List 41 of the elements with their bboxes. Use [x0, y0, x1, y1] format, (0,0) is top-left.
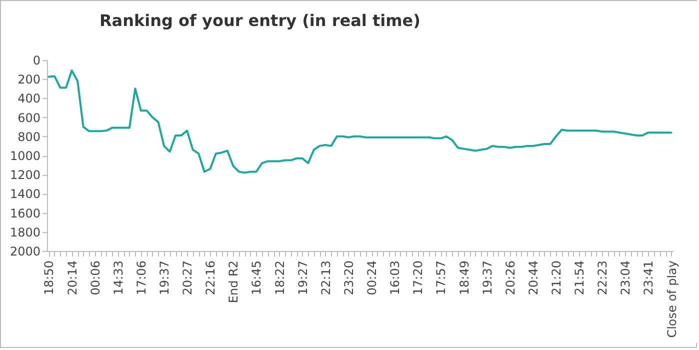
x-tick-label: 19:27	[296, 260, 310, 296]
x-tick-label: 16:45	[250, 260, 264, 296]
chart-title: Ranking of your entry (in real time)	[99, 11, 420, 30]
x-tick-label: 20:27	[180, 260, 195, 296]
x-tick-label: 22:13	[318, 260, 333, 296]
x-tick-label: 19:37	[158, 260, 172, 296]
line-series	[48, 70, 672, 174]
y-tick-label: 1600	[10, 206, 40, 220]
x-tick-label: 16:03	[388, 260, 402, 296]
x-tick-label: 21:54	[572, 260, 587, 296]
x-tick-label: 00:24	[365, 260, 380, 296]
y-tick-label: 2000	[10, 244, 40, 258]
x-tick-label: 23:04	[618, 260, 633, 296]
x-tick-label: End R2	[226, 260, 241, 304]
x-tick-label: 22:23	[596, 260, 610, 296]
x-tick-label: Close of play	[664, 260, 679, 338]
x-tick-label: 20:26	[503, 260, 518, 296]
x-tick-label: 20:14	[65, 260, 80, 296]
y-tick-label: 600	[18, 110, 40, 125]
y-tick-label: 1200	[10, 168, 40, 182]
x-tick-label: 00:06	[88, 260, 102, 296]
x-tick-label: 19:37	[480, 260, 494, 296]
y-tick-label: 400	[18, 92, 40, 106]
y-tick-label: 1000	[10, 149, 40, 163]
x-tick-label: 17:20	[411, 260, 426, 296]
x-tick-label: 18:50	[42, 260, 56, 296]
x-tick-label: 17:06	[134, 260, 148, 296]
y-tick-label: 1800	[10, 225, 40, 240]
x-tick-label: 18:22	[272, 260, 287, 296]
x-tick-label: 18:49	[457, 260, 472, 296]
x-tick-label: 23:41	[642, 260, 656, 296]
y-tick-label: 0	[32, 54, 40, 68]
x-tick-label: 17:57	[434, 260, 448, 296]
y-tick-label: 800	[18, 130, 40, 144]
x-tick-label: 20:44	[526, 260, 540, 296]
x-tick-label: 21:20	[549, 260, 564, 296]
x-tick-label: 23:20	[342, 260, 356, 296]
y-tick-label: 200	[18, 72, 40, 87]
x-tick-label: 14:33	[111, 260, 126, 296]
x-tick-label: 22:16	[204, 260, 218, 296]
y-tick-label: 1400	[10, 187, 40, 202]
